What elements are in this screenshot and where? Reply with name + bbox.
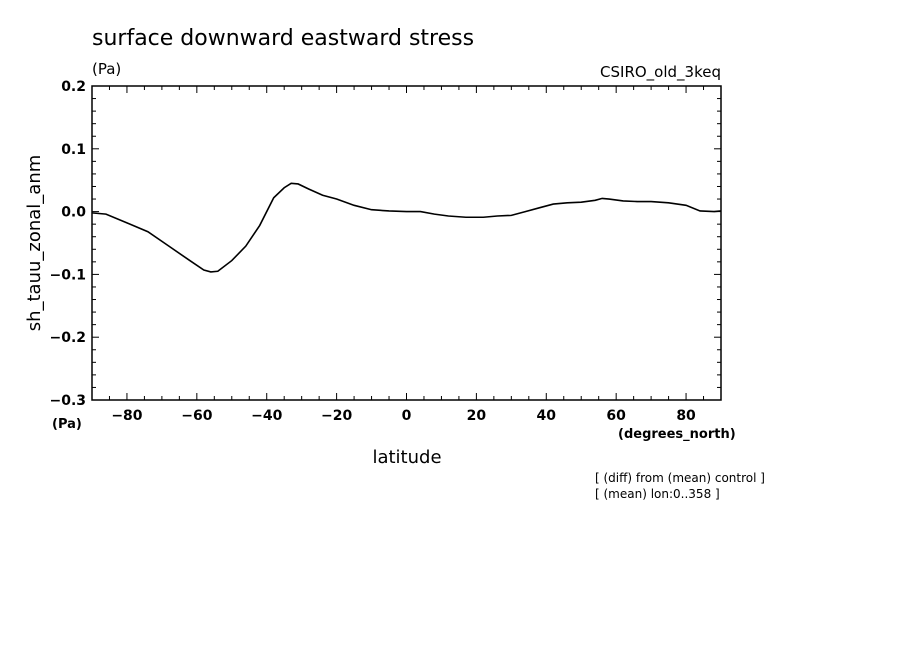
y-tick-label: 0.2 [61, 79, 86, 95]
x-tick-label: −60 [181, 408, 212, 424]
plot-frame [91, 85, 722, 401]
note-diff: [ (diff) from (mean) control ] [595, 471, 765, 485]
y-tick-label: 0.0 [61, 205, 86, 221]
x-units-label: (degrees_north) [618, 427, 736, 442]
x-axis-label: latitude [372, 447, 441, 468]
x-tick-label: 0 [402, 408, 412, 424]
series-line [91, 182, 722, 273]
x-tick-label: −40 [251, 408, 282, 424]
x-tick-label: −20 [321, 408, 352, 424]
top-units-label: (Pa) [92, 60, 121, 78]
x-tick-label: −80 [111, 408, 142, 424]
y-tick-label: −0.1 [49, 267, 86, 283]
note-mean: [ (mean) lon:0..358 ] [595, 487, 720, 501]
x-tick-label: 60 [606, 408, 626, 424]
x-tick-label: 40 [537, 408, 557, 424]
y-units-label: (Pa) [52, 417, 82, 432]
x-axis: −80 −60 −40 −20 0 20 40 60 80 [91, 86, 722, 424]
model-label: CSIRO_old_3keq [600, 63, 721, 82]
y-axis: 0.2 0.1 0.0 −0.1 −0.2 −0.3 [49, 79, 721, 409]
x-tick-label: 80 [676, 408, 696, 424]
y-tick-label: −0.3 [49, 393, 86, 409]
x-tick-label: 20 [467, 408, 487, 424]
y-tick-label: 0.1 [61, 142, 86, 158]
chart-title: surface downward eastward stress [92, 26, 474, 51]
y-axis-label: sh_tauu_zonal_anm [24, 155, 45, 332]
y-tick-label: −0.2 [49, 330, 86, 346]
